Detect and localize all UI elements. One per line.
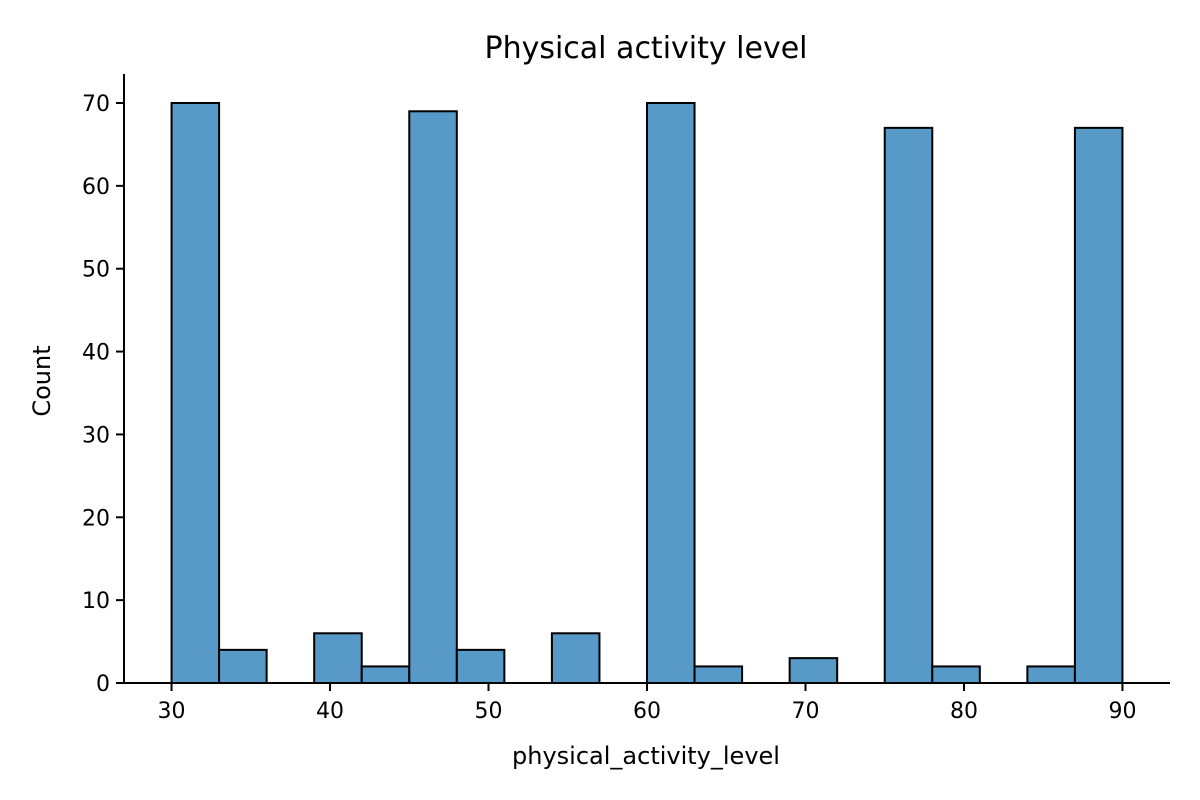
histogram-bar	[1073, 126, 1124, 685]
x-tick-label: 30	[158, 699, 186, 724]
y-tick-label: 10	[82, 589, 110, 614]
y-tick-label: 20	[82, 506, 110, 531]
y-tick-label: 40	[82, 341, 110, 366]
ticks-layer: 30 40 50 60 70 80 90 0 10 20 30 40 50 60 70	[82, 92, 1136, 724]
y-axis-label: Count	[28, 345, 56, 416]
y-tick-label: 30	[82, 423, 110, 448]
histogram-bar	[313, 632, 363, 684]
histogram-bar	[408, 110, 458, 685]
y-tick-label: 0	[96, 672, 110, 697]
histogram-bar	[693, 665, 744, 685]
histogram-bar	[218, 648, 268, 684]
y-tick-label: 70	[82, 92, 110, 117]
x-tick-label: 80	[950, 699, 978, 724]
x-tick-label: 40	[316, 699, 344, 724]
histogram-bar	[931, 665, 981, 685]
histogram-bar	[550, 632, 601, 684]
chart-title: Physical activity level	[484, 31, 807, 66]
y-tick-label: 50	[82, 258, 110, 283]
y-tick-label: 60	[82, 175, 110, 200]
x-tick-label: 90	[1108, 699, 1136, 724]
x-tick-label: 50	[475, 699, 503, 724]
bars-layer	[170, 102, 1124, 685]
x-tick-label: 70	[791, 699, 819, 724]
histogram-bar	[455, 648, 506, 684]
x-axis-label: physical_activity_level	[512, 742, 780, 770]
histogram-bar	[170, 102, 221, 684]
histogram-bar	[883, 126, 934, 685]
histogram-bar	[788, 657, 839, 685]
histogram-bar	[646, 102, 696, 684]
x-tick-label: 60	[633, 699, 661, 724]
histogram-bar	[360, 665, 411, 685]
histogram-bar	[1026, 665, 1076, 685]
